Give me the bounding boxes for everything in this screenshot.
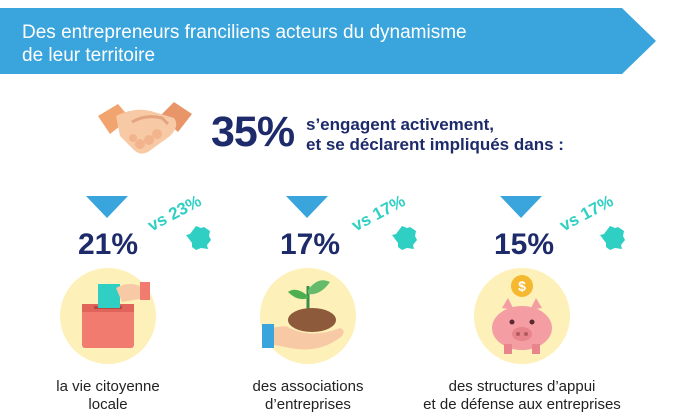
- headline-line2: et se déclarent impliqués dans :: [306, 135, 564, 154]
- ballot-box-icon: [60, 268, 156, 364]
- stat-column-local-civic-life: 21% vs 23% la vie citoyenne locale: [56, 191, 258, 419]
- stat-column-support-structures: 15% vs 17% $ des structures d’appui et d…: [423, 191, 674, 419]
- france-map-icon: [392, 226, 417, 250]
- stat-label: la vie citoyenne locale: [0, 378, 218, 414]
- headline-percent: 35%: [211, 108, 295, 156]
- banner-title-line2: de leur territoire: [22, 45, 156, 66]
- stat-label-line2: d’entreprises: [265, 396, 351, 413]
- down-arrow-icon: [286, 196, 328, 218]
- stat-percent: 15%: [494, 228, 555, 261]
- stat-label: des associations d’entreprises: [198, 378, 418, 414]
- down-arrow-icon: [500, 196, 542, 218]
- stat-percent: 21%: [78, 228, 139, 261]
- headline-text: s’engagent activement, et se déclarent i…: [306, 115, 564, 155]
- piggy-bank-icon: $: [474, 268, 570, 364]
- france-map-icon: [600, 226, 625, 250]
- stat-label: des structures d’appui et de défense aux…: [412, 378, 632, 414]
- stat-percent: 17%: [280, 228, 341, 261]
- stat-label-line1: des structures d’appui: [448, 378, 596, 395]
- stat-label-line1: des associations: [252, 378, 364, 395]
- stat-label-line1: la vie citoyenne: [56, 378, 160, 395]
- banner-title: Des entrepreneurs franciliens acteurs du…: [22, 21, 582, 67]
- down-arrow-icon: [86, 196, 128, 218]
- banner-title-line1: Des entrepreneurs franciliens acteurs du…: [22, 22, 467, 43]
- handshake-icon: [96, 96, 194, 161]
- france-map-icon: [186, 226, 211, 250]
- stat-label-line2: et de défense aux entreprises: [423, 396, 621, 413]
- stat-label-line2: locale: [88, 396, 128, 413]
- svg-text:$: $: [518, 278, 526, 294]
- header-banner: Des entrepreneurs franciliens acteurs du…: [0, 8, 656, 74]
- plant-in-hand-icon: [260, 268, 356, 364]
- stat-column-business-associations: 17% vs 17% des associations d’entreprise…: [253, 191, 460, 419]
- banner-arrow-shape: [0, 8, 656, 74]
- headline-line1: s’engagent activement,: [306, 115, 495, 134]
